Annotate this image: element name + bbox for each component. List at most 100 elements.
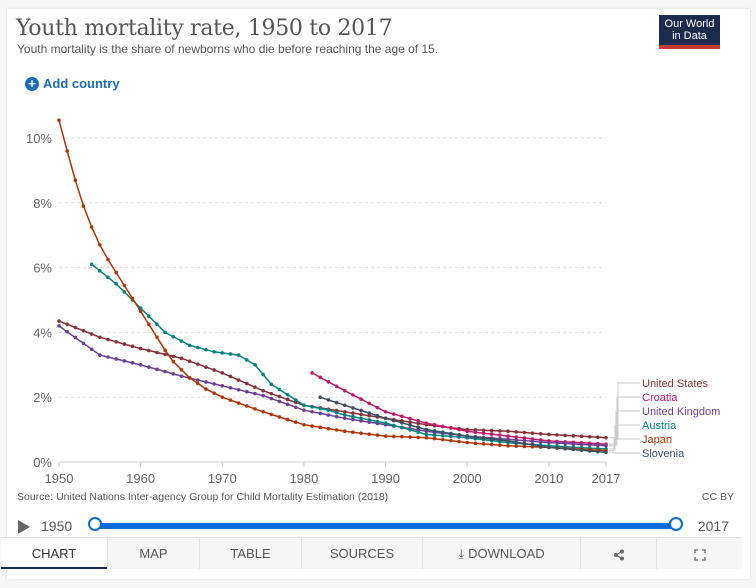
data-point (89, 347, 94, 352)
data-point (261, 388, 265, 393)
y-tick-label: 2% (33, 390, 52, 405)
tab-table[interactable]: TABLE (199, 538, 301, 569)
data-point (408, 428, 412, 432)
license-link[interactable]: CC BY (701, 491, 734, 503)
data-point (122, 283, 127, 288)
data-point (98, 335, 102, 340)
data-point (326, 408, 331, 412)
data-point (571, 442, 576, 446)
data-point (563, 447, 567, 451)
data-point (383, 416, 388, 421)
data-point (538, 432, 543, 436)
data-point (253, 391, 257, 396)
data-point (163, 352, 167, 357)
data-point (138, 309, 143, 314)
data-point (596, 443, 600, 448)
data-point (555, 446, 559, 450)
data-point (73, 178, 78, 182)
data-point (506, 444, 510, 448)
data-point (375, 433, 380, 437)
data-point (204, 365, 208, 369)
data-point (195, 345, 200, 350)
data-point (351, 417, 355, 422)
owid-logo[interactable]: Our World in Data (659, 15, 720, 49)
play-icon[interactable] (18, 520, 30, 534)
legend-label: United States (642, 378, 709, 390)
x-tick-label: 1980 (289, 471, 318, 486)
series-line-united-kingdom (58, 325, 607, 447)
data-point (244, 358, 249, 362)
data-point (408, 435, 412, 439)
data-point (285, 402, 290, 407)
tab-download[interactable]: ⤓ DOWNLOAD (422, 538, 580, 569)
data-point (375, 405, 380, 410)
data-point (465, 434, 470, 438)
data-point (326, 380, 331, 384)
data-point (244, 381, 249, 386)
x-tick-label: 1950 (45, 471, 74, 486)
data-point (498, 443, 502, 447)
timeline-end-handle[interactable] (669, 517, 683, 531)
legend-connector (609, 396, 640, 445)
data-point (498, 433, 502, 437)
data-point (506, 429, 510, 434)
data-point (547, 445, 551, 450)
fullscreen-button[interactable] (656, 538, 742, 569)
data-point (351, 406, 355, 410)
data-point (465, 429, 470, 434)
data-point (359, 419, 363, 423)
tab-map[interactable]: MAP (107, 538, 199, 569)
timeline-start-year: 1950 (41, 518, 73, 534)
data-point (375, 419, 380, 424)
data-point (424, 427, 429, 432)
data-point (334, 410, 339, 415)
add-country-button[interactable]: + Add country (25, 76, 120, 91)
data-point (383, 421, 388, 425)
timeline-track[interactable] (95, 523, 675, 529)
data-point (236, 378, 241, 382)
data-point (212, 382, 216, 386)
data-point (596, 449, 600, 454)
data-point (310, 409, 314, 414)
data-point (147, 365, 151, 369)
data-point (65, 322, 69, 327)
tab-chart[interactable]: CHART (1, 538, 107, 569)
data-point (269, 396, 274, 401)
data-point (334, 384, 339, 389)
data-point (571, 434, 576, 438)
data-point (400, 434, 404, 439)
data-point (171, 372, 176, 376)
data-point (155, 335, 159, 340)
data-point (187, 375, 192, 380)
data-point (351, 414, 355, 419)
series-line-united-states (58, 320, 607, 439)
data-point (359, 408, 363, 413)
data-point (98, 243, 102, 247)
data-point (73, 325, 78, 330)
data-point (65, 329, 69, 334)
data-point (212, 368, 216, 372)
data-point (367, 418, 372, 422)
data-point (277, 399, 282, 404)
data-point (163, 330, 167, 335)
data-point (130, 361, 135, 365)
source-note[interactable]: Source: United Nations Inter-agency Grou… (17, 491, 389, 503)
data-point (122, 359, 127, 363)
data-point (310, 424, 314, 428)
tab-sources[interactable]: SOURCES (301, 538, 422, 569)
add-country-label: Add country (43, 76, 120, 91)
data-point (367, 401, 372, 406)
data-point (530, 443, 535, 447)
legend-connector (609, 438, 640, 452)
data-point (604, 450, 608, 455)
data-point (522, 430, 527, 435)
data-point (342, 416, 347, 421)
timeline-start-handle[interactable] (88, 517, 102, 531)
share-button[interactable] (580, 538, 656, 569)
data-point (473, 430, 478, 434)
data-point (530, 439, 535, 444)
data-point (432, 433, 437, 437)
data-point (367, 411, 372, 415)
data-point (187, 359, 192, 364)
logo-line-2: in Data (672, 30, 707, 42)
